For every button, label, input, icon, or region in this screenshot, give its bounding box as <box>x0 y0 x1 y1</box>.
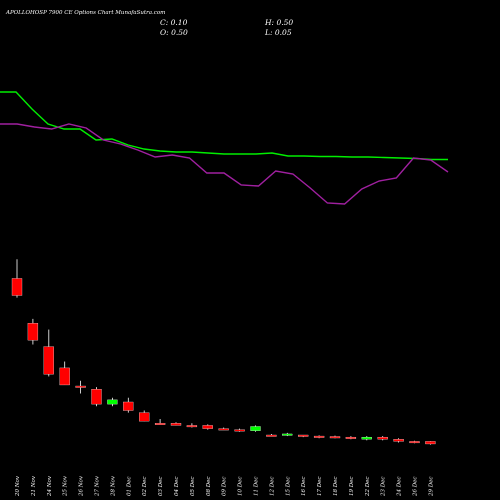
close-label: C: <box>160 18 169 27</box>
candle-body <box>186 425 198 428</box>
x-tick-label: 26 Dec <box>413 477 419 498</box>
candle-body <box>409 441 420 444</box>
candle-body <box>139 412 150 422</box>
x-tick-label: 18 Dec <box>333 477 339 497</box>
x-tick-label: 01 Dec <box>126 477 132 497</box>
x-axis: 20 Nov 21 Nov 24 Nov 25 Nov 26 Nov 27 Nov 28 N… <box>15 475 434 497</box>
candle-body <box>329 436 341 439</box>
x-tick-label: 25 Nov <box>63 475 69 497</box>
candle-body <box>313 435 325 438</box>
x-tick-label: 16 Dec <box>301 477 307 497</box>
x-tick-label: 08 Dec <box>206 477 212 497</box>
close-readout: C: 0.10 <box>160 18 187 27</box>
candle-body <box>43 346 54 375</box>
candles-layer <box>11 259 436 445</box>
low-value: 0.05 <box>274 28 292 37</box>
candle-body <box>91 389 102 405</box>
ma-green-line <box>0 91 448 161</box>
candle-body <box>154 423 166 425</box>
close-value: 0.10 <box>170 18 188 27</box>
open-value: 0.50 <box>171 28 188 37</box>
candle-body <box>282 433 293 436</box>
x-tick-label: 28 Nov <box>110 475 116 497</box>
low-readout: L: 0.05 <box>265 28 292 37</box>
x-tick-label: 24 Dec <box>397 477 403 498</box>
x-tick-label: 04 Dec <box>174 477 180 497</box>
candle-body <box>250 426 261 431</box>
candle-body <box>75 385 86 388</box>
ma-purple-line <box>0 123 449 205</box>
high-label: H: <box>265 18 275 27</box>
candle-body <box>123 401 134 411</box>
candle-body <box>59 367 70 386</box>
x-tick-label: 10 Dec <box>238 477 244 497</box>
x-tick-label: 02 Dec <box>142 477 148 497</box>
candle-body <box>298 434 309 437</box>
candle-body <box>107 399 118 405</box>
candle-body <box>266 434 277 437</box>
x-tick-label: 15 Dec <box>285 477 291 497</box>
x-tick-label: 21 Nov <box>31 475 37 497</box>
x-tick-label: 26 Nov <box>79 475 85 497</box>
open-label: O: <box>160 28 169 37</box>
candle-body <box>393 439 404 442</box>
high-value: 0.50 <box>276 18 294 27</box>
candle-body <box>202 425 213 429</box>
chart-title: APOLLOHOSP 7900 CE Options Chart MunafaS… <box>6 10 166 16</box>
candle-body <box>170 423 182 426</box>
open-readout: O: 0.50 <box>160 28 188 37</box>
x-tick-label: 29 Dec <box>428 477 434 498</box>
low-label: L: <box>265 28 273 37</box>
x-tick-label: 23 Dec <box>381 477 387 498</box>
candle-body <box>11 278 23 296</box>
x-tick-label: 05 Dec <box>190 477 196 497</box>
x-tick-label: 11 Dec <box>254 477 260 497</box>
candle-body <box>27 323 39 341</box>
candle-body <box>377 436 388 440</box>
candle-body <box>361 436 372 440</box>
moving-average-layer <box>0 91 449 205</box>
x-tick-label: 20 Nov <box>15 475 21 497</box>
x-tick-label: 12 Dec <box>269 477 275 497</box>
candle-body <box>425 441 436 445</box>
x-tick-label: 27 Nov <box>95 475 101 497</box>
x-tick-label: 03 Dec <box>158 477 164 497</box>
x-tick-label: 24 Nov <box>47 475 53 497</box>
x-tick-label: 09 Dec <box>222 477 228 497</box>
x-tick-label: 17 Dec <box>317 477 323 497</box>
candle-body <box>345 436 357 439</box>
candle-body <box>234 429 245 432</box>
candle-body <box>218 428 229 431</box>
high-readout: H: 0.50 <box>265 18 293 27</box>
x-tick-label: 19 Dec <box>349 477 355 497</box>
x-tick-label: 22 Dec <box>365 477 371 498</box>
